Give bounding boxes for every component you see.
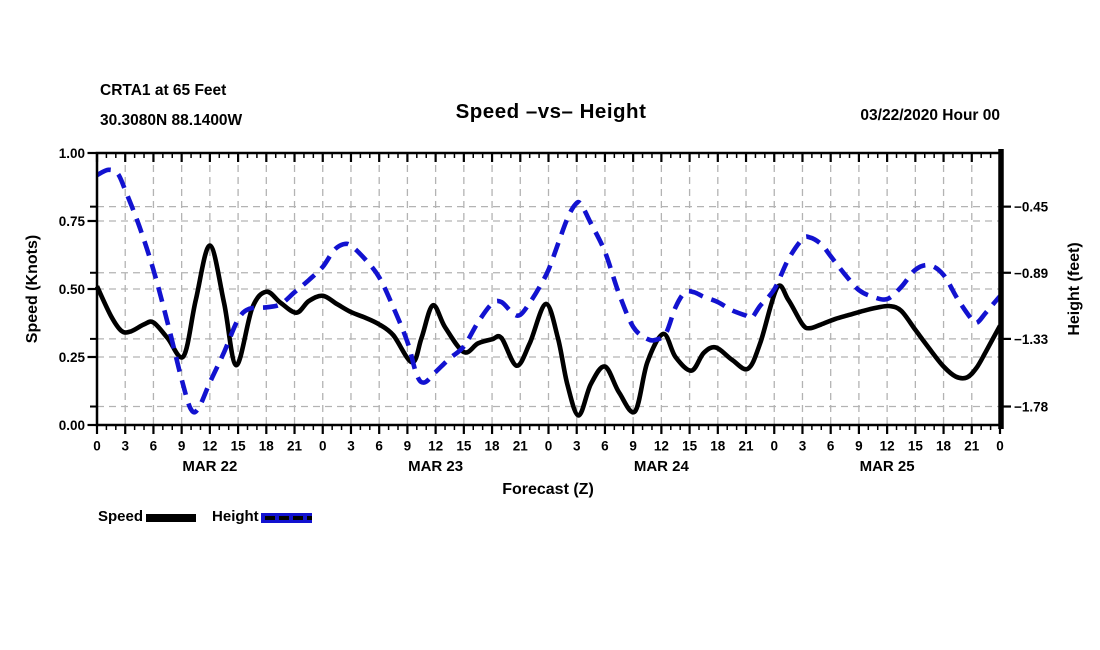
svg-text:3: 3 <box>121 439 129 454</box>
speed-line <box>94 243 1003 418</box>
svg-text:0: 0 <box>545 439 553 454</box>
svg-text:21: 21 <box>964 439 980 454</box>
svg-text:MAR 24: MAR 24 <box>634 458 690 475</box>
legend-swatch-speed-line <box>146 514 197 522</box>
station-header: CRTA1 at 65 Feet 30.3080N 88.1400W <box>100 76 242 136</box>
right-axis-title: Height (feet) <box>1066 242 1083 336</box>
forecast-datetime: 03/22/2020 Hour 00 <box>860 107 1000 124</box>
station-name: CRTA1 at 65 Feet <box>100 82 227 99</box>
svg-text:21: 21 <box>739 439 755 454</box>
svg-text:3: 3 <box>799 439 807 454</box>
svg-text:0.50: 0.50 <box>59 282 85 297</box>
svg-text:18: 18 <box>259 439 275 454</box>
svg-text:6: 6 <box>150 439 158 454</box>
svg-text:MAR 25: MAR 25 <box>860 458 915 475</box>
station-coordinates: 30.3080N 88.1400W <box>100 112 243 129</box>
chart-title: Speed –vs– Height <box>455 100 647 123</box>
svg-text:6: 6 <box>827 439 835 454</box>
svg-text:21: 21 <box>287 439 303 454</box>
svg-text:15: 15 <box>456 439 472 454</box>
svg-text:12: 12 <box>880 439 895 454</box>
svg-text:MAR 23: MAR 23 <box>408 458 463 475</box>
svg-text:3: 3 <box>573 439 581 454</box>
x-axis-title: Forecast (Z) <box>502 481 594 498</box>
svg-text:15: 15 <box>682 439 698 454</box>
svg-text:0.25: 0.25 <box>59 350 86 365</box>
grid-lines <box>97 153 1000 425</box>
svg-text:12: 12 <box>202 439 217 454</box>
svg-text:0: 0 <box>93 439 101 454</box>
svg-text:−0.45: −0.45 <box>1014 200 1049 215</box>
svg-text:−1.78: −1.78 <box>1014 400 1049 415</box>
svg-text:−0.89: −0.89 <box>1014 266 1048 281</box>
legend-height-dash-pattern <box>260 516 312 520</box>
svg-text:15: 15 <box>908 439 924 454</box>
svg-text:MAR 22: MAR 22 <box>182 458 237 475</box>
axis-tick-labels: 1.00 0.75 0.50 0.25 0.00 −0.45 −0.89 −1.33 −1.78… <box>59 146 1049 454</box>
legend-label-height: Height <box>212 508 259 525</box>
svg-text:0: 0 <box>996 439 1004 454</box>
svg-text:0.00: 0.00 <box>59 418 85 433</box>
svg-text:−1.33: −1.33 <box>1014 332 1049 347</box>
svg-text:9: 9 <box>178 439 186 454</box>
svg-text:0: 0 <box>770 439 778 454</box>
svg-text:21: 21 <box>513 439 529 454</box>
svg-text:12: 12 <box>654 439 669 454</box>
legend-label-speed: Speed <box>98 508 144 525</box>
svg-text:18: 18 <box>485 439 501 454</box>
svg-text:0: 0 <box>319 439 327 454</box>
left-axis-title: Speed (Knots) <box>24 234 41 344</box>
day-labels: MAR 22 MAR 23 MAR 24 MAR 25 <box>182 458 914 475</box>
svg-text:12: 12 <box>428 439 443 454</box>
legend-swatch-height-line <box>260 513 312 523</box>
svg-text:0.75: 0.75 <box>59 214 86 229</box>
legend: Speed Height <box>98 508 312 525</box>
svg-text:6: 6 <box>601 439 609 454</box>
plot-frame <box>95 149 1004 429</box>
svg-text:3: 3 <box>347 439 355 454</box>
svg-text:9: 9 <box>404 439 412 454</box>
svg-text:15: 15 <box>231 439 247 454</box>
svg-text:9: 9 <box>629 439 637 454</box>
svg-text:18: 18 <box>710 439 726 454</box>
svg-text:9: 9 <box>855 439 863 454</box>
height-line <box>95 167 1002 415</box>
svg-text:18: 18 <box>936 439 952 454</box>
svg-text:1.00: 1.00 <box>59 146 85 161</box>
axis-ticks <box>87 151 1011 434</box>
svg-text:6: 6 <box>375 439 383 454</box>
